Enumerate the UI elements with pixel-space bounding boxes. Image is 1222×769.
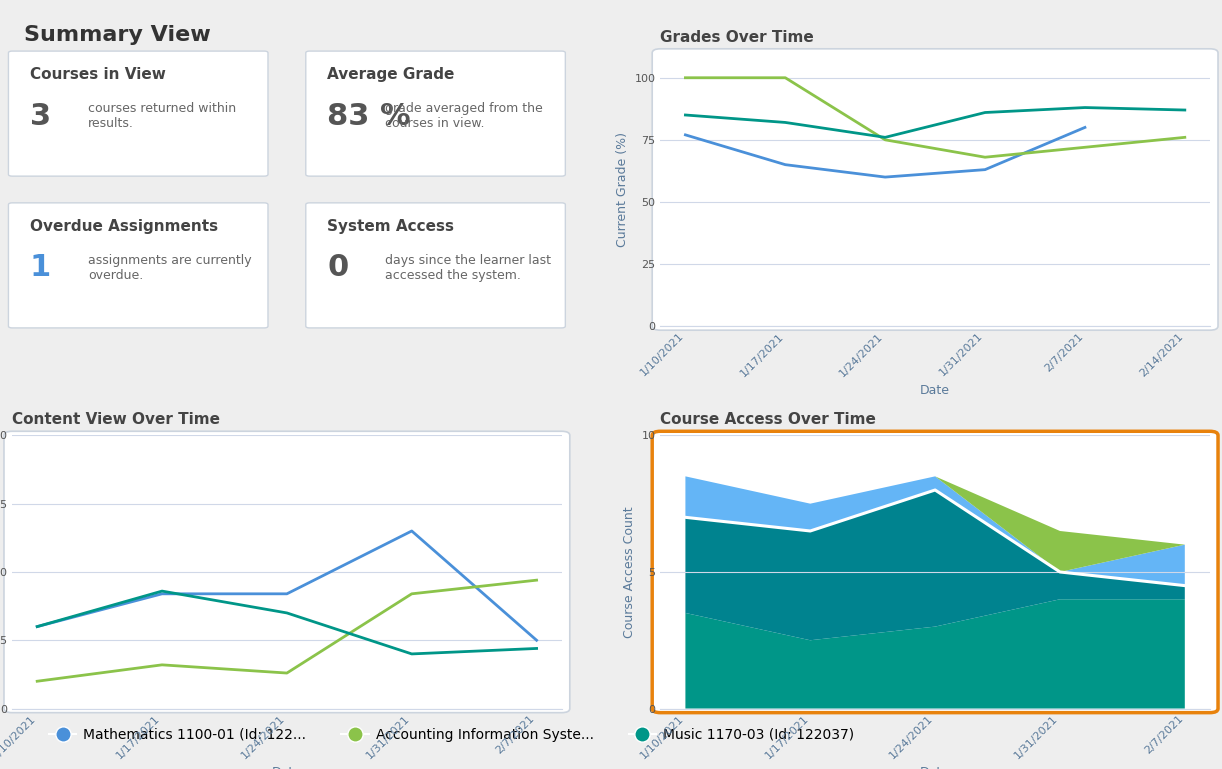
- FancyBboxPatch shape: [306, 51, 566, 176]
- FancyBboxPatch shape: [306, 203, 566, 328]
- FancyBboxPatch shape: [9, 51, 268, 176]
- FancyBboxPatch shape: [4, 431, 569, 713]
- Text: 83 %: 83 %: [327, 102, 411, 131]
- Text: 1: 1: [29, 253, 51, 282]
- FancyBboxPatch shape: [9, 203, 268, 328]
- Y-axis label: Course Access Count: Course Access Count: [623, 506, 635, 638]
- Legend: Mathematics 1100-01 (Id: 122..., Accounting Information Syste..., Music 1170-03 : Mathematics 1100-01 (Id: 122..., Account…: [43, 722, 860, 747]
- Text: grade averaged from the
courses in view.: grade averaged from the courses in view.: [385, 102, 543, 130]
- Text: Content View Over Time: Content View Over Time: [12, 412, 220, 428]
- Text: courses returned within
results.: courses returned within results.: [88, 102, 236, 130]
- Text: Courses in View: Courses in View: [29, 68, 166, 82]
- FancyBboxPatch shape: [653, 48, 1218, 330]
- Text: Summary View: Summary View: [24, 25, 211, 45]
- Text: System Access: System Access: [327, 219, 455, 235]
- Text: Overdue Assignments: Overdue Assignments: [29, 219, 218, 235]
- X-axis label: Date: Date: [920, 384, 951, 397]
- Text: 3: 3: [29, 102, 51, 131]
- Text: Course Access Over Time: Course Access Over Time: [660, 412, 876, 428]
- Y-axis label: Current Grade (%): Current Grade (%): [616, 132, 629, 247]
- FancyBboxPatch shape: [653, 431, 1218, 713]
- Text: 0: 0: [327, 253, 348, 282]
- Text: Grades Over Time: Grades Over Time: [660, 30, 814, 45]
- X-axis label: Date: Date: [271, 767, 302, 769]
- Text: assignments are currently
overdue.: assignments are currently overdue.: [88, 254, 252, 281]
- X-axis label: Date: Date: [920, 767, 951, 769]
- Text: days since the learner last
accessed the system.: days since the learner last accessed the…: [385, 254, 551, 281]
- Text: Average Grade: Average Grade: [327, 68, 455, 82]
